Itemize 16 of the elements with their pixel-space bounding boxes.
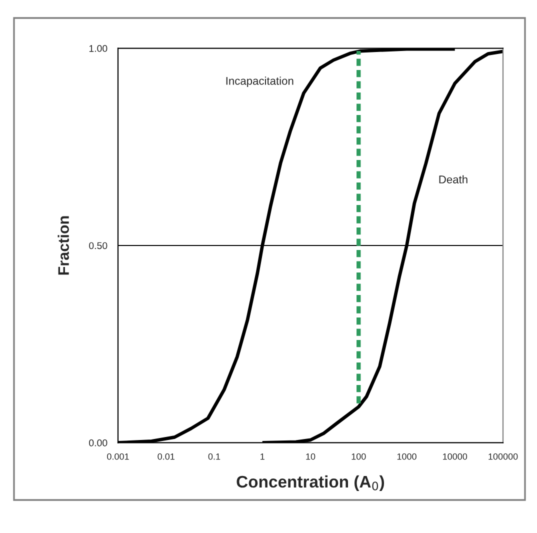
x-tick-label: 0.001 [107,453,129,460]
y-axis-title: Fraction [58,216,69,275]
y-tick-label: 0.00 [89,439,108,446]
x-tick-label: 100000 [488,453,518,460]
y-tick-label: 0.50 [89,242,108,250]
x-tick-label: 1000 [397,453,416,460]
x-tick-label: 10000 [443,453,468,460]
series-label: Incapacitation [226,76,294,88]
series-label: Death [439,175,468,184]
x-tick-label: 0.01 [158,453,174,460]
x-tick-label: 0.1 [208,453,220,460]
x-tick-label: 10 [306,453,316,460]
x-axis-title: Concentration (A$_{0}$) [236,475,384,491]
x-tick-label: 1 [260,453,264,460]
y-tick-label: 1.00 [89,45,108,52]
x-tick-label: 100 [352,453,366,460]
